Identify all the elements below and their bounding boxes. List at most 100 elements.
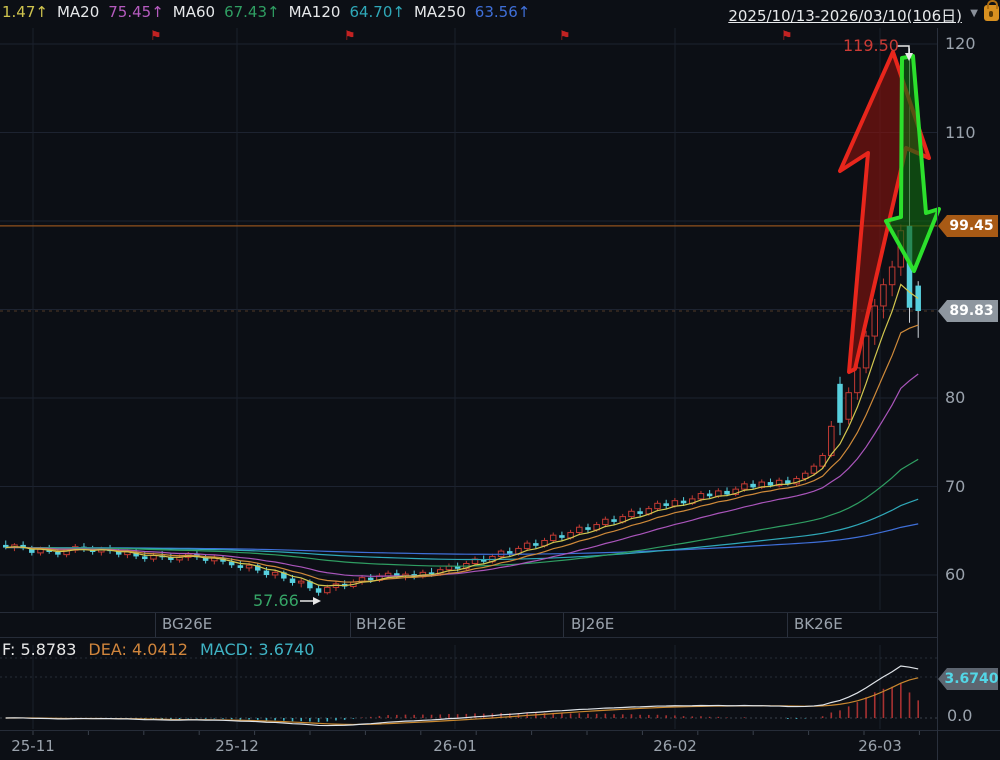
ma60-value: 67.43↑ [224,3,280,21]
candle-down [767,482,774,486]
ma-line-5 [5,283,919,587]
candle-up [801,472,809,480]
candle-up [888,266,896,286]
contract-divider [350,613,351,637]
candle-up [602,518,609,526]
candle-down [220,558,226,562]
time-tick-mar: 26-03 [858,737,902,755]
candle-up [854,367,861,394]
lock-keyhole [989,11,993,17]
dea-value: DEA: 4.0412 [88,640,188,659]
ma-legend: 1.47↑ MA20 75.45↑ MA60 67.43↑ MA120 64.7… [2,3,530,21]
candle-down [115,551,122,555]
time-tick-dec: 25-12 [215,737,259,755]
candle-down [263,570,270,575]
candle-down [142,556,148,560]
high-price-label: 119.50 [843,36,899,55]
candle-down [559,535,565,538]
candle-down [202,557,209,561]
candle-down [289,578,296,583]
time-tick-nov: 25-11 [11,737,55,755]
candle-down [281,572,287,579]
candle-down [585,527,591,530]
price-tick-120: 120 [945,34,976,53]
ma60-label: MA60 [172,3,216,21]
candle-up [819,455,826,467]
chevron-down-icon[interactable]: ▼ [970,8,978,19]
candle-down [3,544,9,548]
event-pin-icon[interactable]: ⚑ [344,29,356,44]
event-pin-icon[interactable]: ⚑ [150,29,162,44]
candle-down [168,557,174,560]
candle-down [533,543,539,546]
contract-label-bh26e: BH26E [356,615,407,633]
contract-label-bj26e: BJ26E [571,615,615,633]
price-tick-60: 60 [945,565,966,584]
ma20-label: MA20 [56,3,100,21]
dif-value: F: 5.8783 [2,640,77,659]
candle-up [671,500,679,507]
candle-down [663,503,669,506]
candle-down [255,565,261,571]
candle-up [245,564,253,569]
macd-zero-label: 0.0 [947,706,973,725]
candle-up [697,493,705,500]
alert-price-badge[interactable]: 99.45 [938,215,998,237]
ma-fast-value: 1.47↑ [2,3,48,21]
ma20-value: 75.45↑ [108,3,164,21]
ma250-label: MA250 [413,3,466,21]
ma-line-20 [5,373,919,577]
candle-down [724,490,730,495]
date-range-selector[interactable]: 2025/10/13-2026/03/10(106日) [728,7,962,25]
candle-up [523,542,531,549]
macd-value: MACD: 3.6740 [199,640,315,659]
candle-up [880,284,887,307]
candle-down [228,561,235,566]
price-tick-70: 70 [945,477,966,496]
candle-up [871,305,878,337]
candle-down [237,565,244,568]
lock-icon[interactable] [984,0,999,21]
candle-up [628,510,635,518]
candle-up [271,571,279,576]
contract-label-bk26e: BK26E [794,615,843,633]
time-tick-feb: 26-02 [653,737,697,755]
ma-line-60 [5,458,919,567]
high-label-connector [897,45,910,54]
candle-down [611,519,617,522]
candle-up [775,479,783,487]
candle-up [741,483,748,490]
candle-down [428,572,435,575]
ma-line-10 [5,324,919,583]
contract-divider [155,613,156,637]
contract-divider [563,613,564,637]
candle-up [810,465,818,474]
price-tick-110: 110 [945,123,976,142]
candle-down [480,559,487,562]
candle-up [324,586,331,594]
candle-up [549,534,557,541]
macd-legend: F: 5.8783 DEA: 4.0412 MACD: 3.6740 [2,640,314,659]
low-price-label: 57.66 [253,591,299,610]
event-pin-icon[interactable]: ⚑ [781,29,793,44]
price-tick-80: 80 [945,388,966,407]
candle-down [315,588,322,593]
last-price-badge: 89.83 [938,300,998,322]
candle-up [297,580,305,584]
ma-line-120 [5,498,919,561]
candle-up [654,502,661,510]
event-pin-icon[interactable]: ⚑ [559,29,571,44]
candle-down [133,551,139,557]
high-label-arrowhead [905,53,913,61]
contract-band-bottom-border [0,637,937,638]
candle-down [637,511,643,514]
lock-shackle [987,0,998,9]
macd-badge: 3.6740 [938,668,998,690]
candle-up [576,526,583,534]
ma250-value: 63.56↑ [474,3,531,21]
candle-down [55,551,61,555]
price-axis-border [937,28,938,760]
contract-divider [787,613,788,637]
